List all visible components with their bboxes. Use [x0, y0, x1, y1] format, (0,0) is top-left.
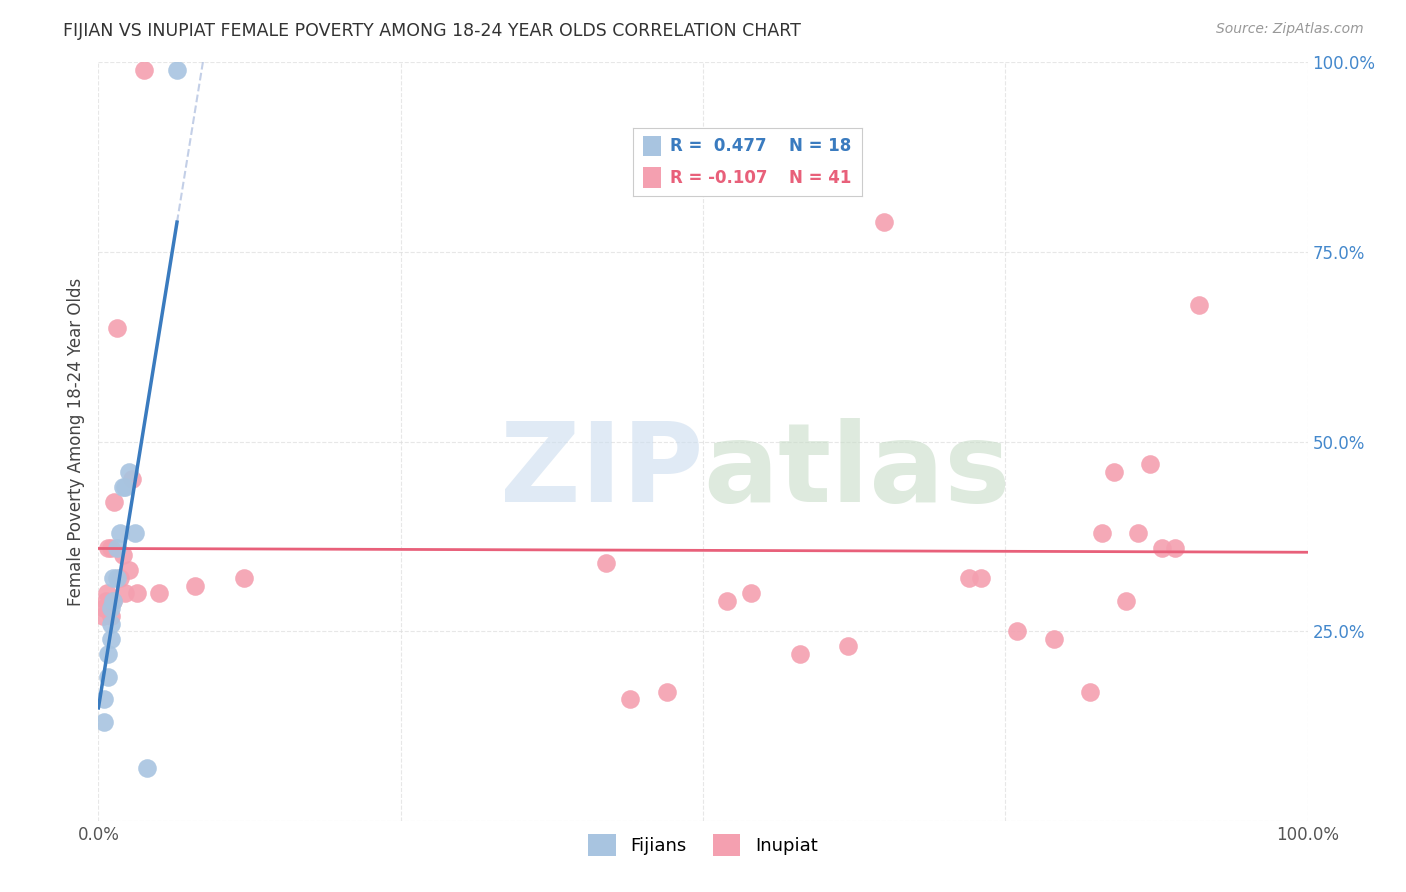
Point — [97, 647, 120, 661]
Point — [94, 594, 117, 608]
Point — [111, 548, 134, 563]
Text: FIJIAN VS INUPIAT FEMALE POVERTY AMONG 18-24 YEAR OLDS CORRELATION CHART: FIJIAN VS INUPIAT FEMALE POVERTY AMONG 1… — [63, 22, 801, 40]
Point — [101, 594, 124, 608]
Point — [184, 579, 207, 593]
Point — [97, 669, 120, 683]
Point — [1152, 541, 1174, 555]
Point — [108, 571, 131, 585]
Text: ZIP: ZIP — [499, 418, 703, 525]
Point — [100, 616, 122, 631]
Point — [105, 571, 128, 585]
Point — [134, 62, 156, 77]
Point — [1007, 624, 1029, 639]
Point — [1128, 525, 1150, 540]
Point — [957, 571, 980, 585]
Point — [101, 571, 124, 585]
Point — [100, 632, 122, 646]
Text: R = -0.107: R = -0.107 — [671, 169, 768, 186]
Point — [135, 760, 157, 774]
Point — [114, 586, 136, 600]
Point — [105, 541, 128, 555]
Point — [93, 692, 115, 706]
Text: Source: ZipAtlas.com: Source: ZipAtlas.com — [1216, 22, 1364, 37]
Point — [127, 586, 149, 600]
Point — [108, 525, 131, 540]
Point — [789, 647, 811, 661]
Text: atlas: atlas — [703, 418, 1011, 525]
Point — [100, 541, 122, 555]
Point — [101, 594, 124, 608]
Point — [873, 214, 896, 228]
Point — [91, 608, 114, 623]
Legend: Fijians, Inupiat: Fijians, Inupiat — [579, 824, 827, 864]
Point — [1115, 594, 1137, 608]
Point — [93, 601, 115, 615]
Point — [121, 473, 143, 487]
Point — [97, 541, 120, 555]
Point — [716, 594, 738, 608]
Point — [595, 556, 617, 570]
Text: R =  0.477: R = 0.477 — [671, 137, 766, 155]
Point — [619, 692, 641, 706]
Text: N = 18: N = 18 — [789, 137, 851, 155]
Point — [1188, 298, 1211, 312]
Point — [111, 480, 134, 494]
Point — [148, 586, 170, 600]
Point — [1163, 541, 1185, 555]
Point — [118, 564, 141, 578]
Point — [124, 525, 146, 540]
Point — [118, 465, 141, 479]
Point — [1042, 632, 1064, 646]
Text: N = 41: N = 41 — [789, 169, 852, 186]
Point — [100, 601, 122, 615]
Point — [114, 480, 136, 494]
Point — [103, 495, 125, 509]
Point — [740, 586, 762, 600]
Point — [93, 715, 115, 730]
Point — [1091, 525, 1114, 540]
Point — [1078, 685, 1101, 699]
Point — [105, 320, 128, 334]
Point — [837, 639, 859, 653]
Point — [655, 685, 678, 699]
Y-axis label: Female Poverty Among 18-24 Year Olds: Female Poverty Among 18-24 Year Olds — [66, 277, 84, 606]
Bar — [643, 168, 661, 188]
Point — [96, 586, 118, 600]
Point — [166, 62, 188, 77]
Point — [1102, 465, 1125, 479]
Point — [970, 571, 993, 585]
Point — [1139, 458, 1161, 472]
Point — [232, 571, 254, 585]
Bar — [643, 136, 661, 156]
Point — [100, 608, 122, 623]
